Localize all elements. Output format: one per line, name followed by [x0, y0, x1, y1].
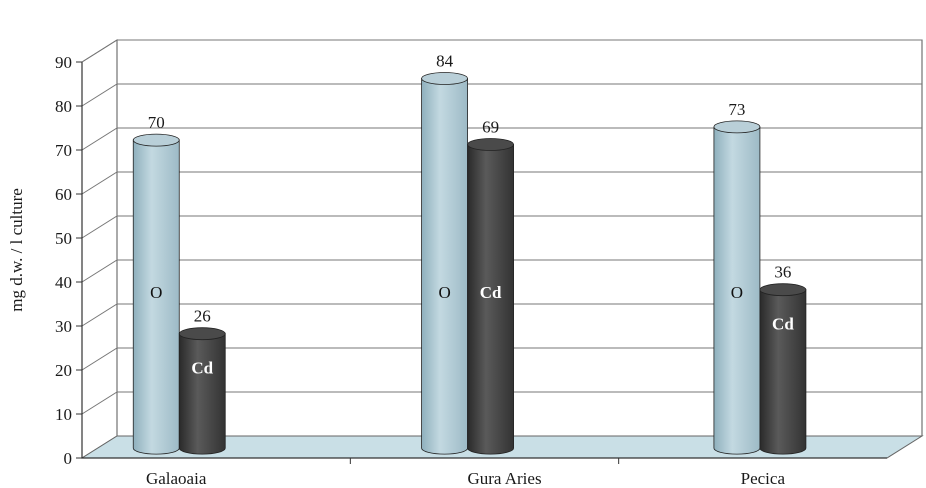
gridline: [81, 303, 922, 327]
gridline: [81, 215, 922, 239]
y-tick-label: 60: [55, 185, 72, 204]
bar-top: [759, 283, 807, 297]
data-label: 84: [436, 52, 454, 71]
bar-o-galaoaia: 70 O: [132, 113, 180, 455]
gridline: [81, 127, 922, 151]
data-label: 26: [194, 307, 211, 326]
gridline: [81, 259, 922, 283]
series-label: Cd: [480, 283, 502, 302]
bar-cd-gura-aries: 69 Cd: [467, 118, 514, 455]
series-label: Cd: [191, 359, 213, 378]
bar-cd-galaoaia: 26 Cd: [178, 307, 226, 455]
gridline: [81, 39, 922, 63]
gridline: [81, 391, 922, 415]
series-label: Cd: [772, 315, 794, 334]
x-category-label: Gura Aries: [467, 469, 541, 488]
y-tick-label: 30: [55, 317, 72, 336]
bar-body: [421, 78, 468, 455]
y-tick-label: 40: [55, 273, 72, 292]
x-category-label: Pecica: [741, 469, 786, 488]
y-tick-label: 80: [55, 97, 72, 116]
bar-top: [421, 72, 468, 85]
data-label: 73: [728, 100, 745, 119]
bar-body: [467, 144, 514, 455]
y-tick-label: 10: [55, 405, 72, 424]
bar-top: [178, 327, 226, 341]
grid-lines: [81, 39, 922, 415]
x-axis-categories: Galaoaia Gura Aries Pecica: [146, 458, 786, 488]
bars: 70 O 26 Cd 84 O 69 Cd 73 O 36 Cd: [132, 52, 807, 455]
data-label: 70: [148, 113, 165, 132]
series-label: O: [150, 283, 162, 302]
gridline: [81, 83, 922, 107]
bar-body: [178, 333, 226, 455]
y-tick-label: 20: [55, 361, 72, 380]
gridline: [81, 171, 922, 195]
bar-body: [713, 126, 761, 455]
bar-top: [713, 120, 761, 134]
bar-body: [759, 289, 807, 455]
bar-o-gura-aries: 84 O: [421, 52, 468, 455]
y-axis-ticks: 0 10 20 30 40 50 60 70 80 90: [55, 53, 83, 468]
x-category-label: Galaoaia: [146, 469, 207, 488]
data-label: 36: [774, 263, 791, 282]
y-tick-label: 90: [55, 53, 72, 72]
gridline: [81, 347, 922, 371]
series-label: O: [438, 283, 450, 302]
bar-cd-pecica: 36 Cd: [759, 263, 807, 455]
y-tick-label: 70: [55, 141, 72, 160]
y-tick-label: 0: [64, 449, 73, 468]
bar-body: [132, 139, 180, 455]
series-label: O: [731, 283, 743, 302]
data-label: 69: [482, 118, 499, 137]
y-tick-label: 50: [55, 229, 72, 248]
bar-o-pecica: 73 O: [713, 100, 761, 455]
bar-top: [467, 138, 514, 151]
bar-top: [132, 133, 180, 147]
y-axis-title: mg d.w. / l culture: [7, 188, 26, 312]
